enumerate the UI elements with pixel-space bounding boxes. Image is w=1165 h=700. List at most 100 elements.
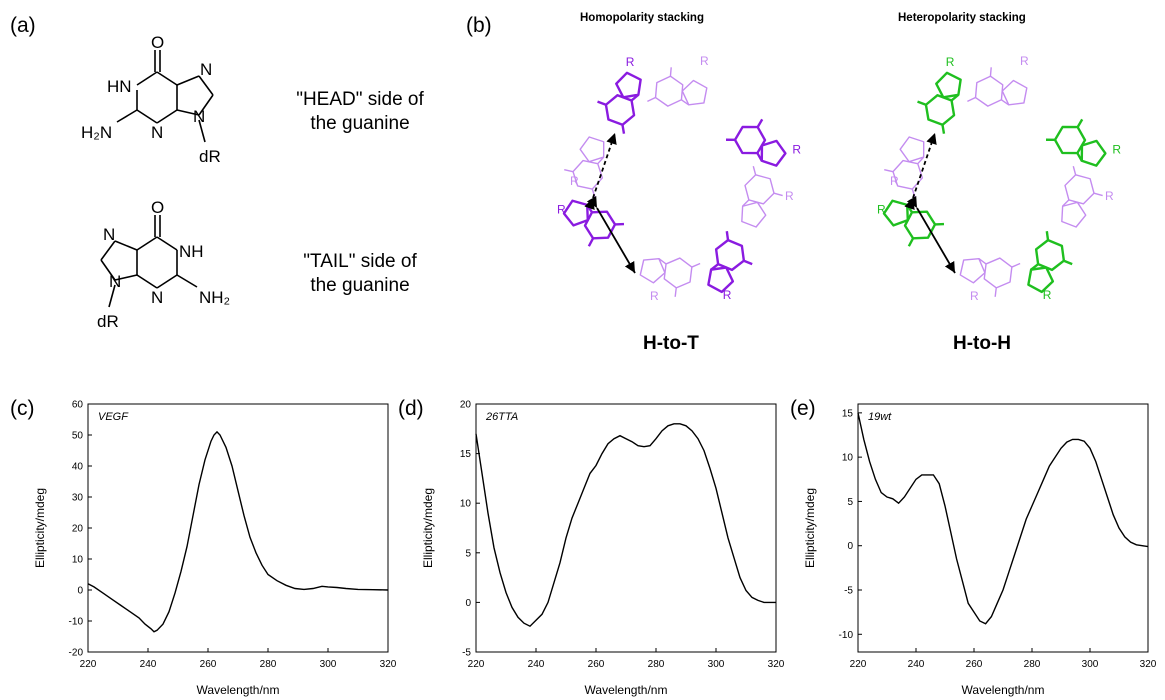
upper-guanine-hex: [604, 94, 636, 126]
y-tick-label: 30: [72, 493, 84, 504]
y-tick-label: 40: [72, 462, 84, 473]
upper-guanine-pent: [707, 266, 735, 294]
lower-guanine-pent: [741, 201, 767, 228]
panel-label-b: (b): [466, 14, 492, 37]
r-label: R: [700, 54, 709, 68]
x-tick-label: 280: [648, 659, 665, 670]
lower-guanine-bond: [884, 169, 894, 173]
y-tick-label: -10: [69, 617, 84, 628]
lower-guanine-bond: [1062, 199, 1070, 207]
head-sugar: dR: [199, 147, 221, 166]
y-tick-label: 10: [72, 555, 84, 566]
solid-arrow: [586, 195, 636, 274]
lower-guanine-bond: [742, 199, 750, 207]
upper-guanine-bond: [630, 93, 640, 102]
x-tick-label: 320: [380, 659, 397, 670]
r-label: R: [626, 55, 635, 69]
y-tick-label: 60: [72, 400, 84, 411]
lower-guanine-hex: [983, 257, 1013, 289]
lower-guanine-bond: [978, 257, 987, 265]
tail-side-text: "TAIL" side of the guanine: [280, 250, 440, 298]
upper-guanine-pent: [1080, 139, 1107, 167]
upper-guanine-bond: [1063, 259, 1073, 266]
lower-guanine-pent: [1001, 79, 1028, 106]
plot-frame: [87, 403, 389, 653]
y-tick-label: 10: [460, 499, 472, 510]
dashed-arrow: [904, 132, 937, 210]
x-tick-label: 240: [528, 659, 545, 670]
x-tick-label: 320: [1140, 659, 1157, 670]
y-tick-label: 0: [847, 541, 853, 552]
lower-guanine-bond: [674, 287, 677, 297]
plot-frame: [475, 403, 777, 653]
x-tick-label: 240: [140, 659, 157, 670]
cd-chart-26tta: 220 240 260 280 300 320 -5 0 5 10 15 20 Wavelength/n…: [421, 400, 785, 698]
y-tick-label: 0: [465, 598, 471, 609]
y-tick-label: -10: [839, 630, 854, 641]
lower-guanine-pent: [1061, 201, 1087, 228]
x-axis-label: Wavelength/nm: [585, 683, 668, 697]
homo-stacking-title: Homopolarity stacking: [580, 12, 704, 24]
lower-guanine-bond: [681, 99, 690, 106]
tail-side-line1: "TAIL" side of: [303, 251, 417, 272]
upper-guanine-hex: [924, 94, 956, 126]
r-label: R: [557, 203, 566, 217]
lower-guanine-bond: [1072, 165, 1077, 176]
solid-arrow: [906, 195, 956, 274]
plot-frame: [857, 403, 1149, 653]
head-carbonyl-o: O: [151, 33, 164, 52]
upper-guanine-hex: [903, 210, 937, 240]
x-tick-label: 220: [80, 659, 97, 670]
r-label: R: [970, 289, 979, 303]
upper-guanine-bond: [743, 259, 753, 266]
sample-annotation: 19wt: [868, 411, 892, 423]
y-tick-label: 10: [842, 453, 854, 464]
tail-n-bottom: N: [151, 288, 163, 307]
x-tick-label: 220: [850, 659, 867, 670]
lower-guanine-pent: [639, 257, 666, 284]
upper-guanine-bond: [725, 231, 730, 241]
lower-guanine-pent: [579, 136, 605, 163]
y-tick-label: -20: [69, 648, 84, 659]
upper-guanine-hex: [733, 125, 767, 155]
head-amino: H₂N: [81, 123, 112, 142]
lower-guanine-hex: [654, 75, 684, 107]
x-axis-label: Wavelength/nm: [962, 683, 1045, 697]
head-guanine-structure: O HN N N N H₂N dR: [81, 33, 221, 166]
y-tick-label: 20: [460, 400, 472, 411]
y-tick-label: 15: [460, 449, 472, 460]
upper-guanine-bond: [1045, 231, 1050, 241]
upper-guanine-pent: [882, 199, 909, 227]
lower-guanine-pent: [681, 79, 708, 106]
lower-guanine-bond: [773, 192, 783, 197]
x-tick-label: 260: [966, 659, 983, 670]
upper-guanine-bond: [587, 237, 595, 247]
cd-spectrum-line: [475, 423, 776, 628]
tail-sugar: dR: [97, 312, 119, 331]
upper-guanine-pent: [615, 71, 642, 99]
upper-guanine-bond: [907, 237, 915, 247]
r-label: R: [570, 174, 579, 188]
upper-guanine-bond: [756, 118, 764, 128]
r-label: R: [1112, 142, 1121, 156]
upper-guanine-bond: [597, 100, 607, 106]
tail-side-line2: the guanine: [310, 275, 410, 296]
x-tick-label: 260: [200, 659, 217, 670]
tail-amino: NH₂: [199, 288, 230, 307]
homo-stacking-label: H-to-T: [643, 333, 699, 354]
upper-guanine-bond: [917, 100, 927, 106]
cd-spectrum-line: [857, 412, 1149, 625]
tail-carbonyl-o: O: [151, 198, 164, 217]
lower-guanine-pent: [959, 257, 986, 284]
y-tick-label: -5: [844, 586, 853, 597]
r-label: R: [785, 189, 794, 203]
tail-n-top: N: [103, 225, 115, 244]
y-tick-label: 15: [842, 408, 854, 419]
x-tick-label: 280: [260, 659, 277, 670]
cd-spectrum-line: [87, 430, 389, 633]
r-label: R: [1020, 54, 1029, 68]
hetero-stacking-diagram: R R R R R R R R: [877, 54, 1121, 303]
upper-guanine-hex: [1034, 238, 1066, 272]
r-label: R: [723, 288, 732, 302]
panel-label-e: (e): [790, 397, 816, 420]
